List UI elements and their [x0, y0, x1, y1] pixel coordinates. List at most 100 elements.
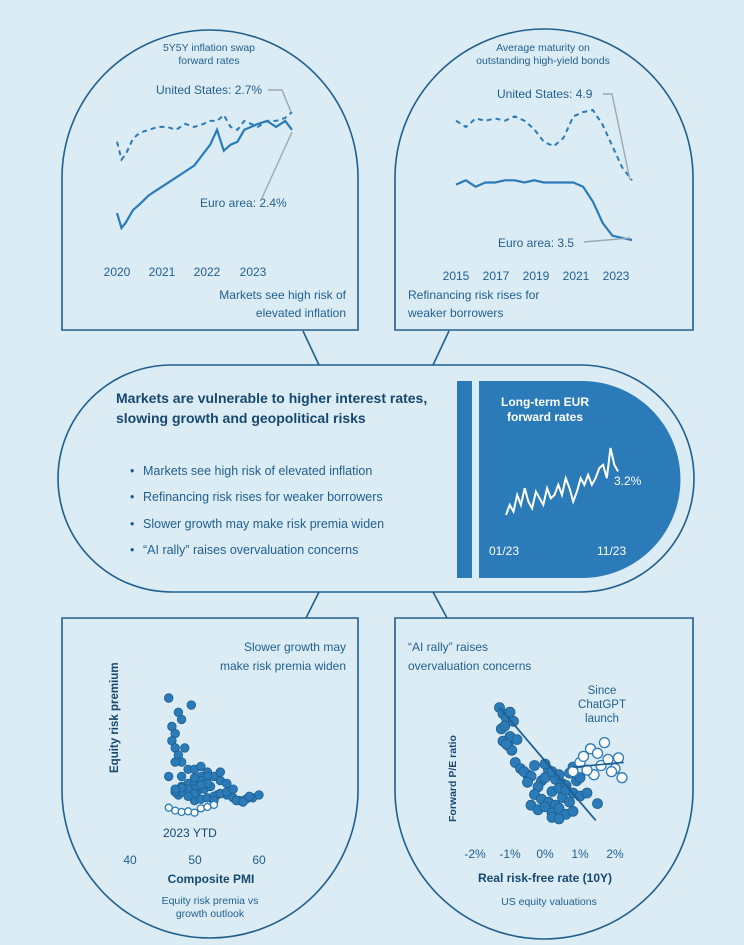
scatter-point	[567, 805, 579, 817]
scatter-point	[539, 772, 551, 784]
bottom-right-x-tick: 0%	[536, 847, 554, 861]
scatter-point-ytd	[209, 800, 219, 810]
bullet-marker: •	[130, 543, 134, 557]
bottom-left-caption-line-2: growth outlook	[176, 908, 245, 920]
bottom-left-x-tick: 50	[188, 853, 202, 867]
bullet-marker: •	[130, 490, 134, 504]
top-left-leader-ea	[261, 131, 293, 199]
scatter-point	[215, 767, 226, 777]
top-right-blob	[394, 28, 694, 331]
scatter-point	[574, 772, 586, 784]
connector-bottom-left	[305, 591, 320, 619]
forward-rate-line	[505, 447, 619, 516]
top-right-chart	[455, 108, 633, 242]
bullet-item-4: “AI rally” raises overvaluation concerns	[143, 543, 358, 557]
panel-x-end: 11/23	[597, 544, 626, 558]
bullet-item-2: Refinancing risk rises for weaker borrow…	[143, 490, 383, 504]
bottom-right-y-label: Forward P/E ratio	[447, 735, 459, 822]
connector-top-right	[432, 330, 450, 366]
scatter-point-since-chatgpt	[616, 772, 628, 784]
connector-top-left	[302, 330, 320, 366]
scatter-point-since-chatgpt	[591, 747, 604, 759]
top-left-leader-us	[268, 89, 292, 113]
scatter-point	[254, 790, 264, 800]
top-left-caption-line-2: elevated inflation	[256, 306, 346, 320]
bottom-right-title-line-1: “AI rally” raises	[408, 640, 488, 654]
bottom-right-annotation: Since ChatGPT launch	[578, 685, 626, 725]
panel-title: Long-term EUR forward rates	[501, 395, 589, 424]
scatter-point	[176, 771, 187, 782]
scatter-point	[539, 801, 551, 813]
bottom-left-title-line-1: Slower growth may	[244, 640, 346, 654]
top-left-x-tick: 2020	[104, 265, 131, 279]
scatter-point	[186, 700, 197, 710]
scatter-point	[163, 771, 174, 782]
bottom-right-title: “AI rally” raises overvaluation concerns	[408, 640, 531, 673]
top-left-title-line-1: 5Y5Y inflation swap	[163, 42, 255, 54]
bottom-left-title: Slower growth may make risk premia widen	[220, 640, 346, 673]
scatter-point	[238, 797, 248, 807]
top-right-x-tick: 2023	[603, 269, 630, 283]
top-right-caption: Refinancing risk rises for weaker borrow…	[407, 288, 539, 320]
bottom-left-x-label: Composite PMI	[168, 872, 255, 886]
scatter-point	[196, 761, 206, 772]
scatter-point	[228, 784, 238, 794]
scatter-point	[553, 813, 565, 825]
top-left-chart	[115, 111, 293, 231]
scatter-point	[189, 773, 200, 783]
top-left-blob	[61, 29, 359, 331]
bottom-right-chart	[494, 702, 628, 825]
scatter-point	[592, 798, 603, 809]
scatter-point	[581, 787, 593, 799]
scatter-point	[511, 734, 523, 745]
series-line-us	[116, 111, 293, 162]
bottom-right-annotation-line-2: ChatGPT	[578, 699, 626, 711]
top-left-caption-line-1: Markets see high risk of	[219, 288, 346, 302]
scatter-point	[564, 796, 575, 808]
bullet-item-1: Markets see high risk of elevated inflat…	[143, 464, 372, 478]
panel-title-line-2: forward rates	[507, 410, 583, 424]
top-right-label-ea: Euro area: 3.5	[498, 236, 574, 250]
center-headline-line-1: Markets are vulnerable to higher interes…	[116, 390, 427, 406]
bullet-marker: •	[130, 517, 134, 531]
scatter-point-since-chatgpt	[577, 750, 590, 763]
scatter-point	[529, 760, 540, 771]
scatter-point-since-chatgpt	[567, 765, 579, 778]
bottom-left-caption: Equity risk premia vs growth outlook	[162, 895, 259, 920]
bullet-marker: •	[130, 464, 134, 478]
scatter-point	[522, 776, 533, 788]
top-left-x-tick: 2021	[149, 265, 176, 279]
scatter-point-ytd	[190, 808, 199, 817]
scatter-point	[508, 715, 519, 727]
scatter-point	[176, 714, 187, 725]
top-right-caption-line-1: Refinancing risk rises for	[408, 288, 539, 302]
top-left-title: 5Y5Y inflation swap forward rates	[163, 42, 255, 67]
scatter-point-since-chatgpt	[605, 765, 618, 778]
top-left-label-us: United States: 2.7%	[156, 83, 262, 97]
top-left-caption: Markets see high risk of elevated inflat…	[219, 288, 346, 320]
scatter-point-since-chatgpt	[612, 752, 625, 764]
scatter-point	[553, 802, 565, 814]
top-right-x-tick: 2019	[523, 269, 550, 283]
top-left-label-ea: Euro area: 2.4%	[200, 196, 287, 210]
top-right-title-line-1: Average maturity on	[496, 42, 590, 54]
bottom-left-y-label: Equity risk premium	[109, 662, 121, 773]
scatter-point	[499, 720, 511, 732]
panel-side-bar	[457, 381, 472, 578]
bottom-right-x-label: Real risk-free rate (10Y)	[478, 871, 612, 885]
bottom-right-annotation-line-3: launch	[585, 713, 619, 725]
bottom-right-title-line-2: overvaluation concerns	[408, 659, 531, 673]
trend-line	[498, 706, 597, 822]
bottom-left-title-line-2: make risk premia widen	[220, 659, 346, 673]
scatter-point	[183, 791, 193, 802]
scatter-point	[504, 706, 516, 718]
bottom-right-caption: US equity valuations	[501, 896, 597, 908]
scatter-point-ytd	[164, 803, 173, 812]
scatter-point-since-chatgpt	[598, 736, 611, 749]
top-right-title-line-2: outstanding high-yield bonds	[476, 55, 610, 67]
center-headline-line-2: slowing growth and geopolitical risks	[116, 410, 366, 426]
bottom-left-x-tick: 60	[252, 853, 266, 867]
scatter-point	[244, 791, 255, 802]
bottom-right-x-tick: 2%	[606, 847, 624, 861]
